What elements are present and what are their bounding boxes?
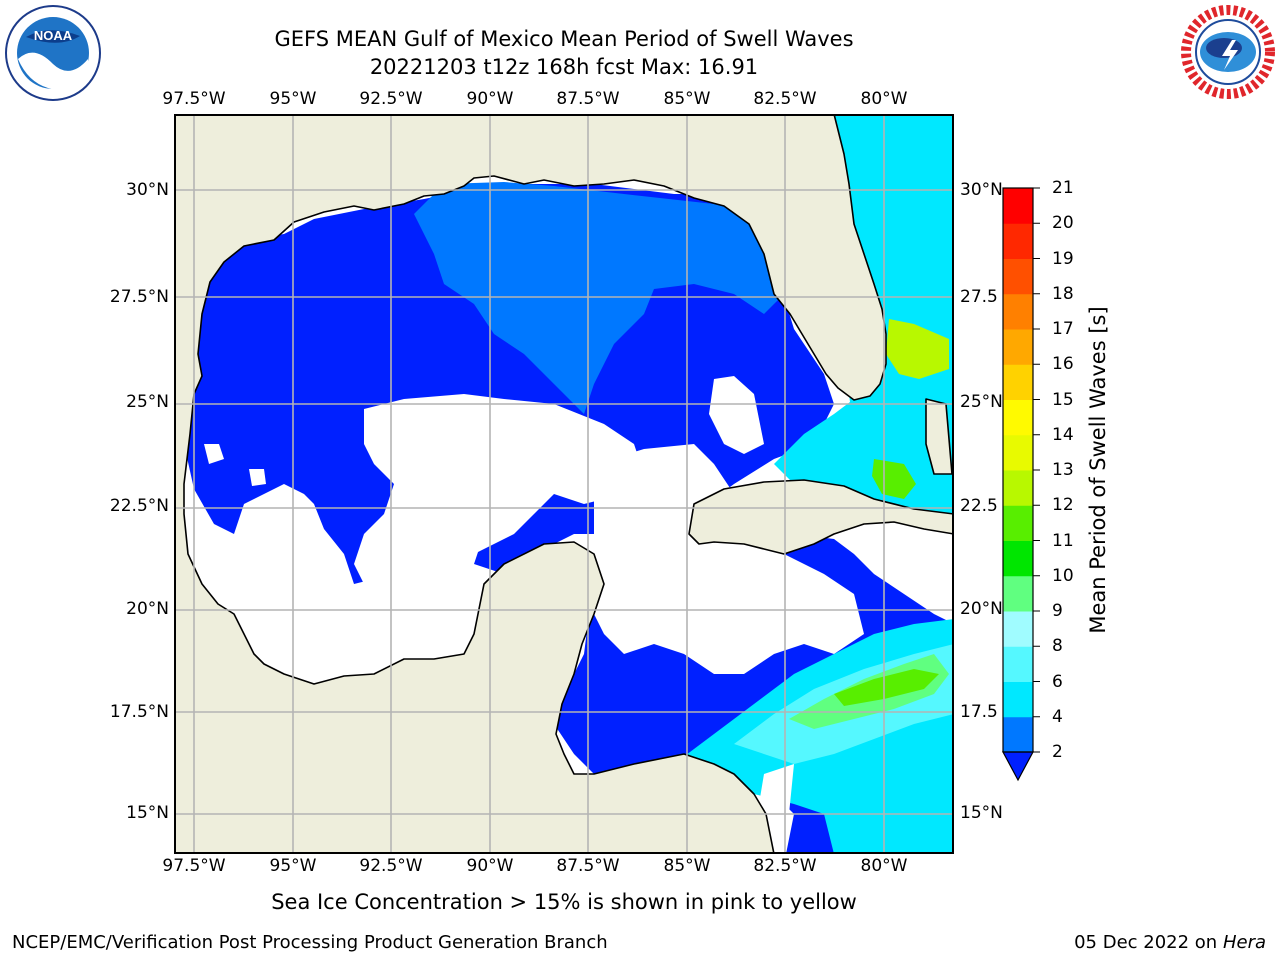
machine-name: Hera <box>1222 932 1266 953</box>
lon-label: 90°W <box>466 89 514 109</box>
colorbar-segment <box>1003 188 1033 224</box>
lon-label: 95°W <box>269 89 317 109</box>
lon-label: 80°W <box>860 856 908 876</box>
colorbar-tick-label: 17 <box>1052 319 1074 339</box>
lon-label: 87.5°W <box>556 89 620 109</box>
us-mainland <box>174 114 887 854</box>
map-frame <box>174 114 954 854</box>
lon-label: 82.5°W <box>753 89 817 109</box>
colorbar-segment <box>1003 716 1033 753</box>
colorbar-tick-label: 6 <box>1052 671 1063 692</box>
lat-label: 15°N <box>960 803 1003 823</box>
branch-credit: NCEP/EMC/Verification Post Processing Pr… <box>12 932 608 953</box>
colorbar-segment <box>1003 329 1033 365</box>
contour-4-6s-ne <box>414 182 784 414</box>
svg-text:NOAA: NOAA <box>34 28 73 43</box>
colorbar-segment <box>1003 681 1033 718</box>
lat-label: 25°N <box>960 392 1003 412</box>
lat-label: 17.5°N <box>109 702 169 722</box>
colorbar-segment <box>1003 540 1033 577</box>
lat-label: 17.5 <box>960 702 998 722</box>
colorbar-tick-label: 4 <box>1052 706 1063 727</box>
lon-label: 92.5°W <box>359 856 423 876</box>
lat-label: 22.5 <box>960 496 998 516</box>
colorbar-segment <box>1003 258 1033 295</box>
colorbar-tick-label: 18 <box>1052 283 1074 304</box>
lon-label: 97.5°W <box>162 89 226 109</box>
colorbar-tick-label: 12 <box>1052 495 1074 516</box>
bahamas-andros <box>925 398 953 475</box>
lat-label: 20°N <box>126 599 169 619</box>
lat-label: 30°N <box>126 180 169 200</box>
lon-label: 85°W <box>663 856 711 876</box>
contour-11-12s-caribbean <box>834 669 939 706</box>
colorbar-segment <box>1003 223 1033 259</box>
lat-label: 20°N <box>960 599 1003 619</box>
lon-label: 82.5°W <box>753 856 817 876</box>
colorbar-tick-label: 8 <box>1052 636 1063 657</box>
contour-12-13s-bahamas <box>886 319 949 379</box>
colorbar-tick-label: 11 <box>1052 530 1074 551</box>
colorbar-tick-label: 20 <box>1052 213 1074 234</box>
colorbar-tick-label: 10 <box>1052 565 1074 586</box>
sea-ice-note: Sea Ice Concentration > 15% is shown in … <box>271 890 857 914</box>
colorbar-tick-label: 14 <box>1052 424 1074 445</box>
colorbar-tick-label: 15 <box>1052 389 1074 410</box>
colorbar-segment <box>1003 646 1033 682</box>
contour-11-12s-cuba-north <box>872 459 916 499</box>
lat-label: 25°N <box>126 392 169 412</box>
graticule <box>174 114 954 854</box>
colorbar-segment <box>1003 611 1033 647</box>
no-data-patches <box>204 376 864 824</box>
lon-label: 87.5°W <box>556 856 620 876</box>
lat-label: 22.5°N <box>109 496 169 516</box>
lon-label: 90°W <box>466 856 514 876</box>
colorbar-tick-label: 2 <box>1052 742 1063 762</box>
lat-label: 27.5 <box>960 287 998 307</box>
colorbar <box>1001 187 1040 782</box>
run-date-text: 05 Dec 2022 on <box>1074 932 1218 953</box>
colorbar-tick-label: 13 <box>1052 460 1074 480</box>
colorbar-tick-label: 16 <box>1052 354 1074 375</box>
lon-label: 97.5°W <box>162 856 226 876</box>
noaa-logo: NOAA <box>5 5 101 101</box>
colorbar-segment <box>1003 399 1033 436</box>
colorbar-tick-label: 19 <box>1052 248 1074 269</box>
map-subtitle: 20221203 t12z 168h fcst Max: 16.91 <box>369 55 759 79</box>
run-date: 05 Dec 2022 on Hera <box>1074 932 1266 953</box>
cuba <box>688 479 954 555</box>
lon-label: 92.5°W <box>359 89 423 109</box>
colorbar-tick-label: 21 <box>1052 178 1074 198</box>
colorbar-tick-label: 9 <box>1052 601 1063 621</box>
lon-label: 95°W <box>269 856 317 876</box>
lon-label: 80°W <box>860 89 908 109</box>
lon-label: 85°W <box>663 89 711 109</box>
colorbar-segment <box>1003 505 1033 541</box>
nws-logo <box>1181 5 1275 99</box>
colorbar-segment <box>1003 575 1033 612</box>
colorbar-segment <box>1003 293 1033 330</box>
land-masses <box>174 114 954 854</box>
lat-label: 27.5°N <box>109 287 169 307</box>
colorbar-extend-arrow <box>1001 751 1035 782</box>
map-title: GEFS MEAN Gulf of Mexico Mean Period of … <box>274 27 854 51</box>
colorbar-title: Mean Period of Swell Waves [s] <box>1086 306 1110 634</box>
lat-label: 15°N <box>126 803 169 823</box>
gulf-of-mexico-map <box>174 114 954 854</box>
colorbar-segment <box>1003 470 1033 506</box>
colorbar-segment <box>1003 434 1033 471</box>
colorbar-segment <box>1003 364 1033 400</box>
lat-label: 30°N <box>960 180 1003 200</box>
